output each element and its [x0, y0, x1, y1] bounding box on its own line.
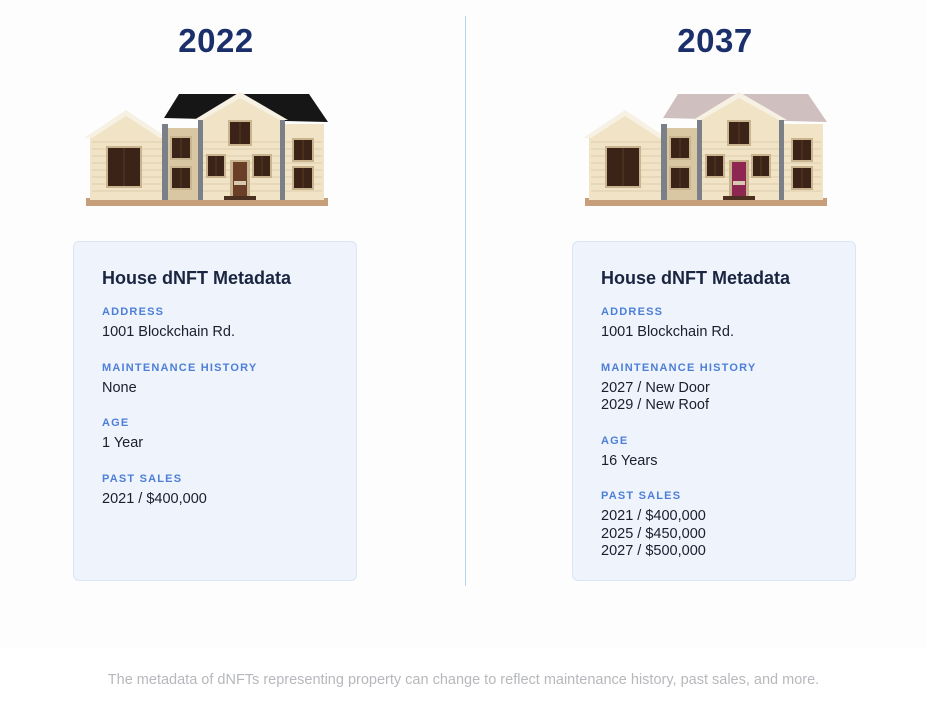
maintenance-item: 2029 / New Roof [601, 397, 710, 413]
address-value: 1001 Blockchain Rd. [601, 324, 734, 340]
metadata-card: House dNFT Metadata ADDRESS 1001 Blockch… [73, 241, 357, 581]
column-divider [465, 16, 466, 586]
card-title: House dNFT Metadata [102, 268, 292, 288]
maintenance-item: 2027 / New Door [601, 379, 710, 396]
sales-field: PAST SALES 2021 / $400,000 [102, 473, 328, 509]
sale-item: 2021 / $400,000 [601, 508, 706, 524]
age-label: AGE [601, 434, 629, 447]
address-label: ADDRESS [102, 306, 165, 318]
age-value: 1 Year [102, 435, 144, 451]
figure-caption: The metadata of dNFTs representing prope… [107, 672, 820, 688]
age-field: AGE 1 Year [102, 417, 328, 453]
sales-label: PAST SALES [102, 472, 183, 485]
house-old-roof-illustration [84, 92, 328, 206]
comparison-figure: 2022 House dNFT Metadata ADDRESS 1001 Bl… [73, 16, 856, 586]
sale-item: 2027 / $500,000 [601, 543, 706, 559]
sale-item: 2025 / $450,000 [601, 525, 706, 542]
metadata-card: House dNFT Metadata ADDRESS 1001 Blockch… [572, 241, 856, 581]
maintenance-field: MAINTENANCE HISTORY None [102, 362, 328, 398]
sales-field: PAST SALES 2021 / $400,000 2025 / $450,0… [601, 490, 827, 561]
maintenance-item: None [102, 379, 137, 396]
maintenance-field: MAINTENANCE HISTORY 2027 / New Door 2029… [601, 362, 827, 415]
address-field: ADDRESS 1001 Blockchain Rd. [102, 306, 328, 342]
address-value: 1001 Blockchain Rd. [102, 324, 235, 340]
year-heading: 2022 [178, 22, 254, 59]
year-heading: 2037 [677, 22, 753, 59]
sales-label: PAST SALES [601, 490, 682, 502]
address-label: ADDRESS [601, 306, 664, 318]
address-field: ADDRESS 1001 Blockchain Rd. [601, 306, 827, 342]
age-label: AGE [102, 417, 130, 429]
age-field: AGE 16 Years [601, 435, 827, 471]
house-new-roof-illustration [583, 92, 827, 206]
age-value: 16 Years [601, 452, 658, 469]
sale-item: 2021 / $400,000 [102, 490, 207, 507]
maintenance-label: MAINTENANCE HISTORY [601, 361, 757, 374]
card-title: House dNFT Metadata [601, 268, 791, 288]
maintenance-label: MAINTENANCE HISTORY [102, 361, 258, 374]
